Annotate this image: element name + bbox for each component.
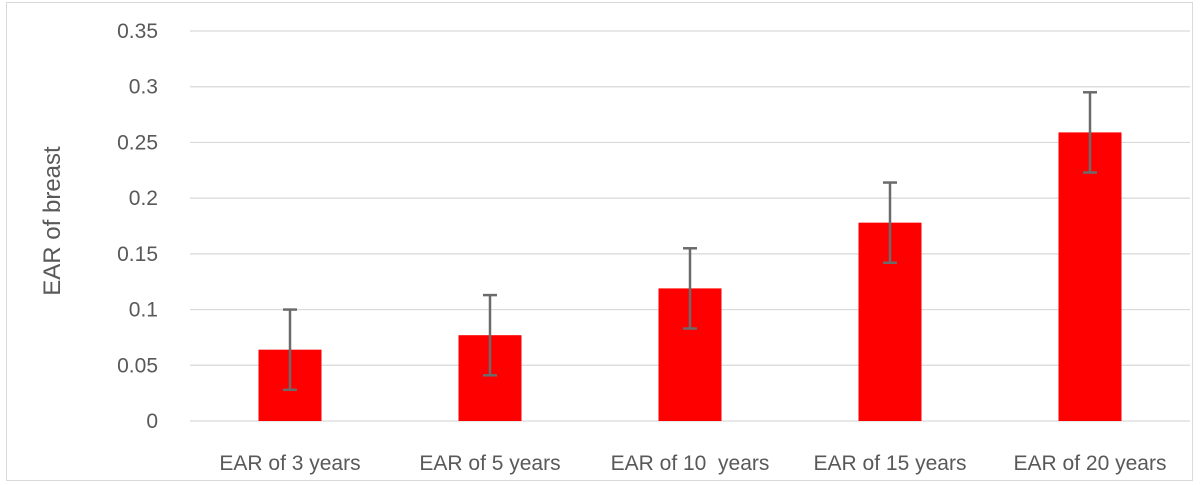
gridlines [190, 30, 1190, 422]
y-tick-label: 0 [146, 410, 158, 433]
y-axis-ticks: 0 0.05 0.1 0.15 0.2 0.25 0.3 0.35 [117, 20, 158, 433]
x-category-label: EAR of 15 years [814, 452, 967, 475]
x-category-label: EAR of 10 years [611, 452, 770, 475]
x-axis-categories: EAR of 3 years EAR of 5 years EAR of 10 ye… [219, 452, 1166, 475]
x-category-label: EAR of 3 years [219, 452, 360, 475]
y-tick-label: 0.05 [117, 354, 158, 377]
y-axis-title: EAR of breast [39, 146, 66, 296]
chart-frame [6, 2, 1193, 481]
x-category-label: EAR of 20 years [1014, 452, 1167, 475]
y-tick-label: 0.2 [129, 187, 158, 210]
x-category-label: EAR of 5 years [419, 452, 560, 475]
bar [1058, 132, 1122, 421]
y-tick-label: 0.25 [117, 131, 158, 154]
y-tick-label: 0.35 [117, 20, 158, 43]
y-tick-label: 0.15 [117, 243, 158, 266]
error-bars [283, 91, 1097, 392]
y-tick-label: 0.3 [129, 76, 158, 99]
y-tick-label: 0.1 [129, 299, 158, 322]
